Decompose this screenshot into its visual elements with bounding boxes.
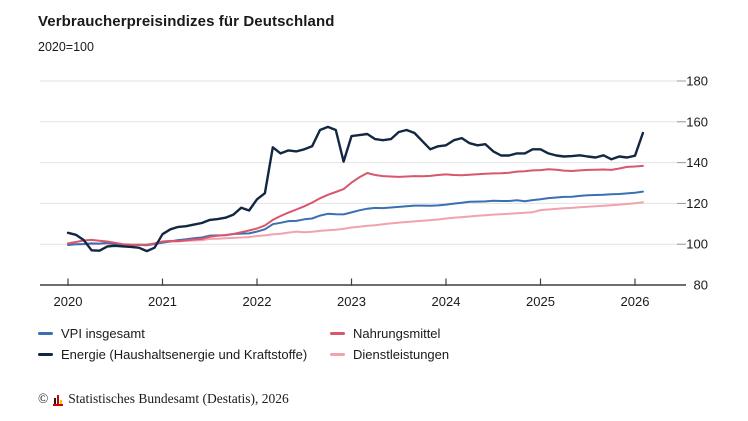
x-tick-label: 2021: [148, 294, 177, 309]
legend-label: Dienstleistungen: [353, 347, 450, 362]
legend-label: Energie (Haushaltsenergie und Kraftstoff…: [61, 347, 308, 362]
y-tick-label: 80: [694, 278, 708, 293]
source-note: © Statistisches Bundesamt (Destatis), 20…: [38, 391, 289, 407]
y-tick-label: 140: [686, 155, 708, 170]
line-swatch-icon: [38, 353, 53, 356]
x-tick-label: 2026: [621, 294, 650, 309]
x-tick-label: 2025: [526, 294, 555, 309]
line-series-nahrungsmittel[interactable]: [67, 164, 644, 246]
line-series-dienstleistungen[interactable]: [67, 201, 644, 246]
x-tick-label: 2020: [54, 294, 83, 309]
legend-item-nahrungsmittel[interactable]: Nahrungsmittel: [330, 326, 449, 341]
chart-area: 80 100 120 140 160 180 2020 2021 2022 2023 2024 202…: [0, 58, 748, 320]
page-title: Verbraucherpreisindizes für Deutschland: [38, 13, 335, 30]
line-swatch-icon: [330, 332, 345, 335]
y-tick-label: 160: [686, 114, 708, 129]
legend-item-energie[interactable]: Energie (Haushaltsenergie und Kraftstoff…: [38, 347, 330, 362]
x-tick-label: 2022: [243, 294, 272, 309]
line-swatch-icon: [330, 353, 345, 356]
legend-item-dienstleistungen[interactable]: Dienstleistungen: [330, 347, 449, 362]
legend-label: Nahrungsmittel: [353, 326, 441, 341]
chart-subtitle: 2020=100: [38, 40, 94, 54]
line-series-energie-haushaltsenergie-und-kraftstoffe[interactable]: [66, 125, 645, 253]
y-tick-label: 180: [686, 74, 708, 89]
legend-label: VPI insgesamt: [61, 326, 145, 341]
cpi-line-chart[interactable]: 80 100 120 140 160 180 2020 2021 2022 2023 2024 202…: [0, 58, 748, 320]
line-series-vpi-insgesamt[interactable]: [67, 190, 644, 247]
chart-legend: VPI insgesamt Nahrungsmittel Energie (Ha…: [38, 326, 449, 362]
legend-item-vpi-insgesamt[interactable]: VPI insgesamt: [38, 326, 330, 341]
y-tick-label: 100: [686, 237, 708, 252]
line-swatch-icon: [38, 332, 53, 335]
destatis-bar-chart-icon: [53, 393, 64, 406]
x-tick-label: 2023: [337, 294, 366, 309]
source-text: Statistisches Bundesamt (Destatis), 2026: [68, 391, 289, 406]
x-tick-label: 2024: [432, 294, 461, 309]
copyright-symbol: ©: [38, 391, 49, 406]
y-tick-label: 120: [686, 196, 708, 211]
